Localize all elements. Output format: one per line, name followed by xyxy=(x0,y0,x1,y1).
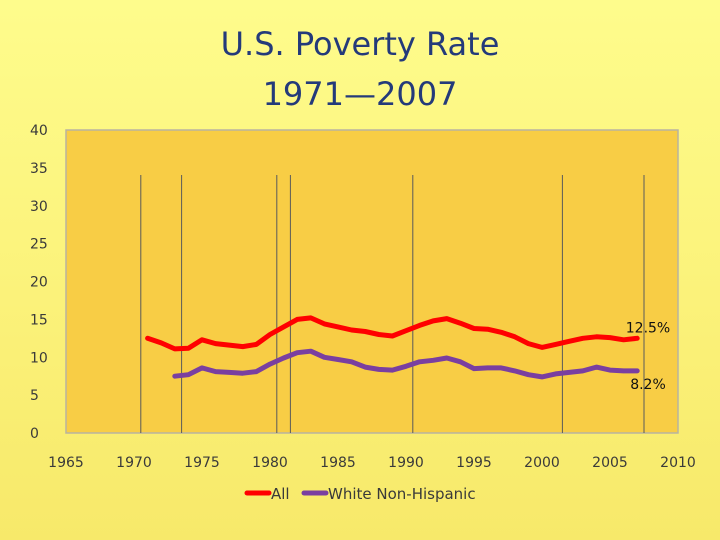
y-tick-label: 10 xyxy=(30,350,48,366)
x-tick-label: 1965 xyxy=(48,455,84,471)
plot-area xyxy=(65,129,679,434)
series-line-all xyxy=(145,315,640,352)
x-tick-label: 2005 xyxy=(592,455,628,471)
y-tick-label: 35 xyxy=(30,161,48,177)
y-tick-label: 5 xyxy=(30,388,39,404)
x-tick-label: 1985 xyxy=(320,455,356,471)
x-tick-label: 1995 xyxy=(456,455,492,471)
y-tick-label: 0 xyxy=(30,426,39,442)
value-annotation: 8.2% xyxy=(630,377,666,393)
series-line-white-non-hispanic xyxy=(172,348,640,380)
y-tick-label: 15 xyxy=(30,312,48,328)
legend-label: All xyxy=(271,485,290,503)
x-tick-label: 1990 xyxy=(388,455,424,471)
y-tick-label: 40 xyxy=(30,123,48,139)
x-tick-label: 1970 xyxy=(116,455,152,471)
x-tick-label: 2000 xyxy=(524,455,560,471)
chart-title-line-2: 1971—2007 xyxy=(262,75,458,113)
y-tick-label: 30 xyxy=(30,199,48,215)
x-tick-label: 1975 xyxy=(184,455,220,471)
chart-title-line-1: U.S. Poverty Rate xyxy=(220,25,500,63)
legend-label: White Non-Hispanic xyxy=(328,485,476,503)
x-tick-label: 2010 xyxy=(660,455,696,471)
y-tick-label: 25 xyxy=(30,237,48,253)
value-annotation: 12.5% xyxy=(626,320,670,336)
y-tick-label: 20 xyxy=(30,275,48,291)
x-tick-label: 1980 xyxy=(252,455,288,471)
